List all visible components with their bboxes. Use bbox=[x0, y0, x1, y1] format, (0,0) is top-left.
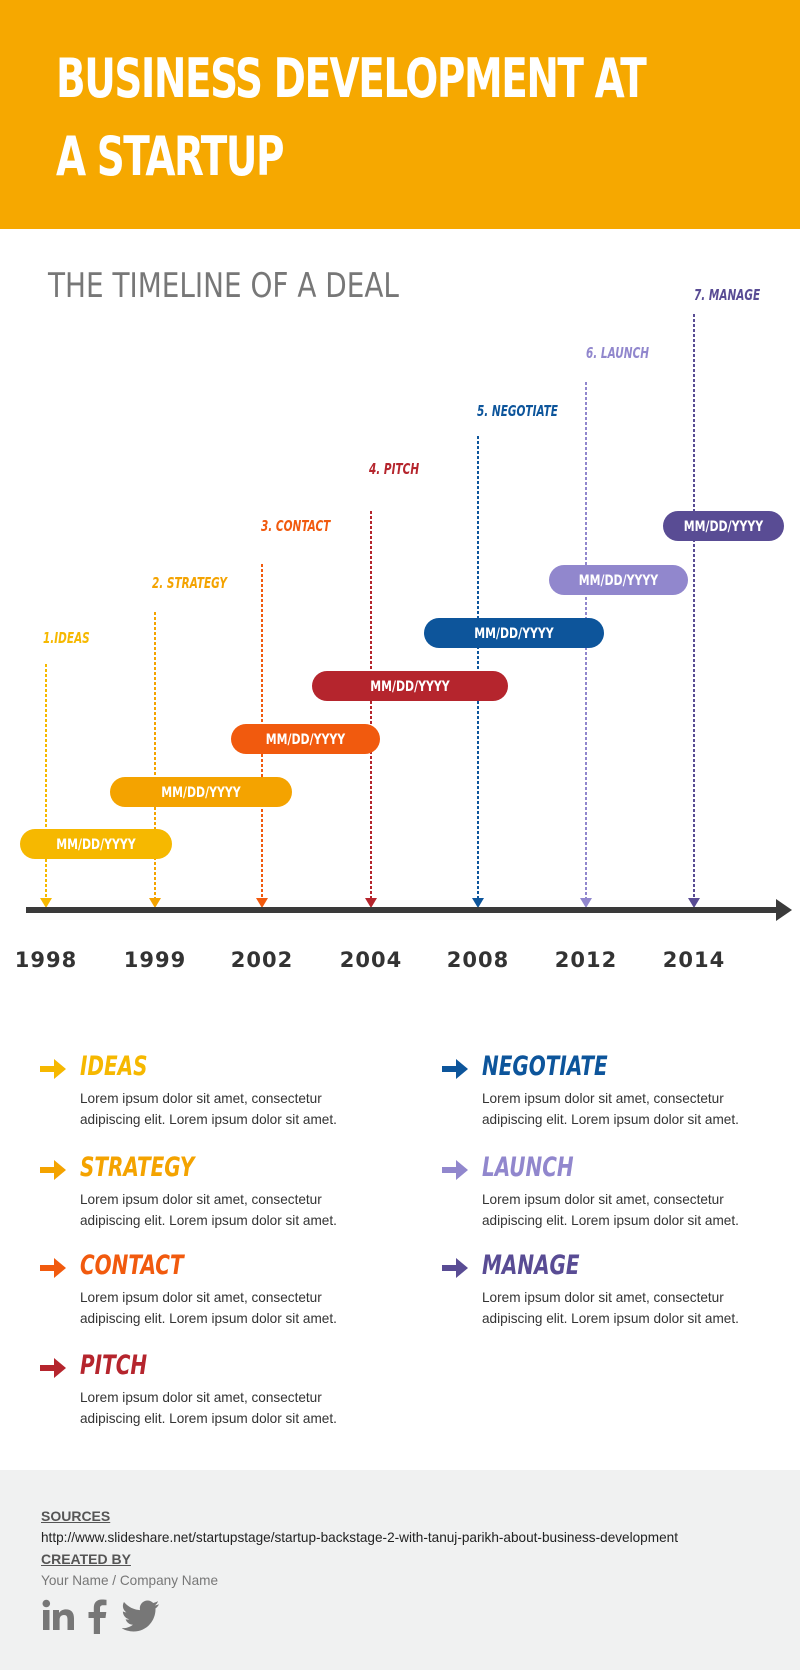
stage-stem-arrow bbox=[149, 898, 161, 908]
legend-title: LAUNCH bbox=[482, 1152, 574, 1183]
legend-title: STRATEGY bbox=[80, 1152, 195, 1183]
page-title-line-1: BUSINESS DEVELOPMENT AT bbox=[56, 47, 647, 110]
legend-description: Lorem ipsum dolor sit amet, consectetur … bbox=[80, 1192, 337, 1228]
sources-link[interactable]: http://www.slideshare.net/startupstage/s… bbox=[41, 1530, 678, 1545]
timeline-axis bbox=[26, 907, 780, 913]
stage-label: 6. LAUNCH bbox=[586, 345, 649, 362]
legend-title: MANAGE bbox=[482, 1250, 580, 1281]
stage-label: 4. PITCH bbox=[368, 461, 419, 478]
page-title-line-2: A STARTUP bbox=[56, 125, 284, 188]
sources-label: SOURCES bbox=[41, 1508, 111, 1524]
timeline-svg: MM/DD/YYYY MM/DD/YYYY MM/DD/YYYY MM/DD/YYYY… bbox=[15, 287, 792, 972]
stage-stem-arrow bbox=[40, 898, 52, 908]
arrow-right-icon bbox=[442, 1160, 468, 1180]
date-bar bbox=[549, 565, 688, 595]
arrow-right-icon bbox=[40, 1160, 66, 1180]
stage-stem-arrow bbox=[688, 898, 700, 908]
date-bar-label: MM/DD/YYYY bbox=[684, 518, 764, 535]
year-label: 1999 bbox=[124, 948, 186, 972]
legend-title: PITCH bbox=[80, 1350, 148, 1381]
creator-name: Your Name / Company Name bbox=[41, 1573, 219, 1588]
date-bar bbox=[20, 829, 172, 859]
stage-stem-arrow bbox=[472, 898, 484, 908]
date-bar-label: MM/DD/YYYY bbox=[474, 625, 554, 642]
date-bar bbox=[424, 618, 604, 648]
year-label: 2008 bbox=[447, 948, 509, 972]
date-bar-label: MM/DD/YYYY bbox=[56, 836, 136, 853]
legend-item-contact: CONTACT Lorem ipsum dolor sit amet, cons… bbox=[38, 1249, 378, 1329]
stage-label: 7. MANAGE bbox=[694, 287, 760, 304]
year-label: 2014 bbox=[663, 948, 725, 972]
stage-stem-arrow bbox=[256, 898, 268, 908]
legend-item-negotiate: NEGOTIATE Lorem ipsum dolor sit amet, co… bbox=[440, 1050, 780, 1130]
stage-stem-arrow bbox=[365, 898, 377, 908]
year-label: 2004 bbox=[340, 948, 402, 972]
legend-title: CONTACT bbox=[80, 1250, 184, 1281]
created-by-label: CREATED BY bbox=[41, 1551, 131, 1567]
legend-item-pitch: PITCH Lorem ipsum dolor sit amet, consec… bbox=[38, 1349, 378, 1429]
footer: SOURCES http://www.slideshare.net/startu… bbox=[0, 1470, 800, 1670]
legend-title: IDEAS bbox=[80, 1051, 148, 1082]
date-bar-label: MM/DD/YYYY bbox=[370, 678, 450, 695]
legend-item-launch: LAUNCH Lorem ipsum dolor sit amet, conse… bbox=[440, 1151, 780, 1231]
legend-description: Lorem ipsum dolor sit amet, consectetur … bbox=[482, 1192, 739, 1228]
facebook-icon[interactable] bbox=[86, 1598, 108, 1634]
stage-label: 5. NEGOTIATE bbox=[477, 403, 558, 420]
legend-item-ideas: IDEAS Lorem ipsum dolor sit amet, consec… bbox=[38, 1050, 378, 1130]
arrow-right-icon bbox=[40, 1059, 66, 1079]
arrow-right-icon bbox=[442, 1059, 468, 1079]
date-bar bbox=[110, 777, 292, 807]
arrow-right-icon bbox=[40, 1358, 66, 1378]
page-title: BUSINESS DEVELOPMENT AT A STARTUP bbox=[56, 40, 647, 196]
legend-description: Lorem ipsum dolor sit amet, consectetur … bbox=[482, 1091, 739, 1127]
year-label: 2012 bbox=[555, 948, 617, 972]
linkedin-icon[interactable] bbox=[42, 1598, 76, 1634]
date-bar-label: MM/DD/YYYY bbox=[161, 784, 241, 801]
year-label: 2002 bbox=[231, 948, 293, 972]
legend-description: Lorem ipsum dolor sit amet, consectetur … bbox=[80, 1390, 337, 1426]
stage-stem-arrow bbox=[580, 898, 592, 908]
date-bar bbox=[231, 724, 380, 754]
stage-label: 1.IDEAS bbox=[43, 630, 90, 647]
legend-description: Lorem ipsum dolor sit amet, consectetur … bbox=[482, 1290, 739, 1326]
timeline-diagram: MM/DD/YYYY MM/DD/YYYY MM/DD/YYYY MM/DD/YYYY… bbox=[0, 229, 800, 989]
date-bar-label: MM/DD/YYYY bbox=[579, 572, 659, 589]
legend-item-manage: MANAGE Lorem ipsum dolor sit amet, conse… bbox=[440, 1249, 780, 1329]
arrow-right-icon bbox=[442, 1258, 468, 1278]
twitter-icon[interactable] bbox=[122, 1598, 160, 1634]
timeline-subtitle: THE TIMELINE OF A DEAL bbox=[48, 266, 399, 306]
date-bar-label: MM/DD/YYYY bbox=[266, 731, 346, 748]
stage-label: 2. STRATEGY bbox=[152, 575, 228, 592]
header-banner: BUSINESS DEVELOPMENT AT A STARTUP bbox=[0, 0, 800, 229]
legend-title: NEGOTIATE bbox=[482, 1051, 608, 1082]
arrow-right-icon bbox=[40, 1258, 66, 1278]
date-bar bbox=[663, 511, 784, 541]
stage-legend: IDEAS Lorem ipsum dolor sit amet, consec… bbox=[0, 1050, 800, 1450]
axis-arrowhead bbox=[776, 899, 792, 921]
legend-item-strategy: STRATEGY Lorem ipsum dolor sit amet, con… bbox=[38, 1151, 378, 1231]
legend-description: Lorem ipsum dolor sit amet, consectetur … bbox=[80, 1290, 337, 1326]
stage-label: 3. CONTACT bbox=[261, 518, 331, 535]
date-bar bbox=[312, 671, 508, 701]
year-label: 1998 bbox=[15, 948, 77, 972]
legend-description: Lorem ipsum dolor sit amet, consectetur … bbox=[80, 1091, 337, 1127]
